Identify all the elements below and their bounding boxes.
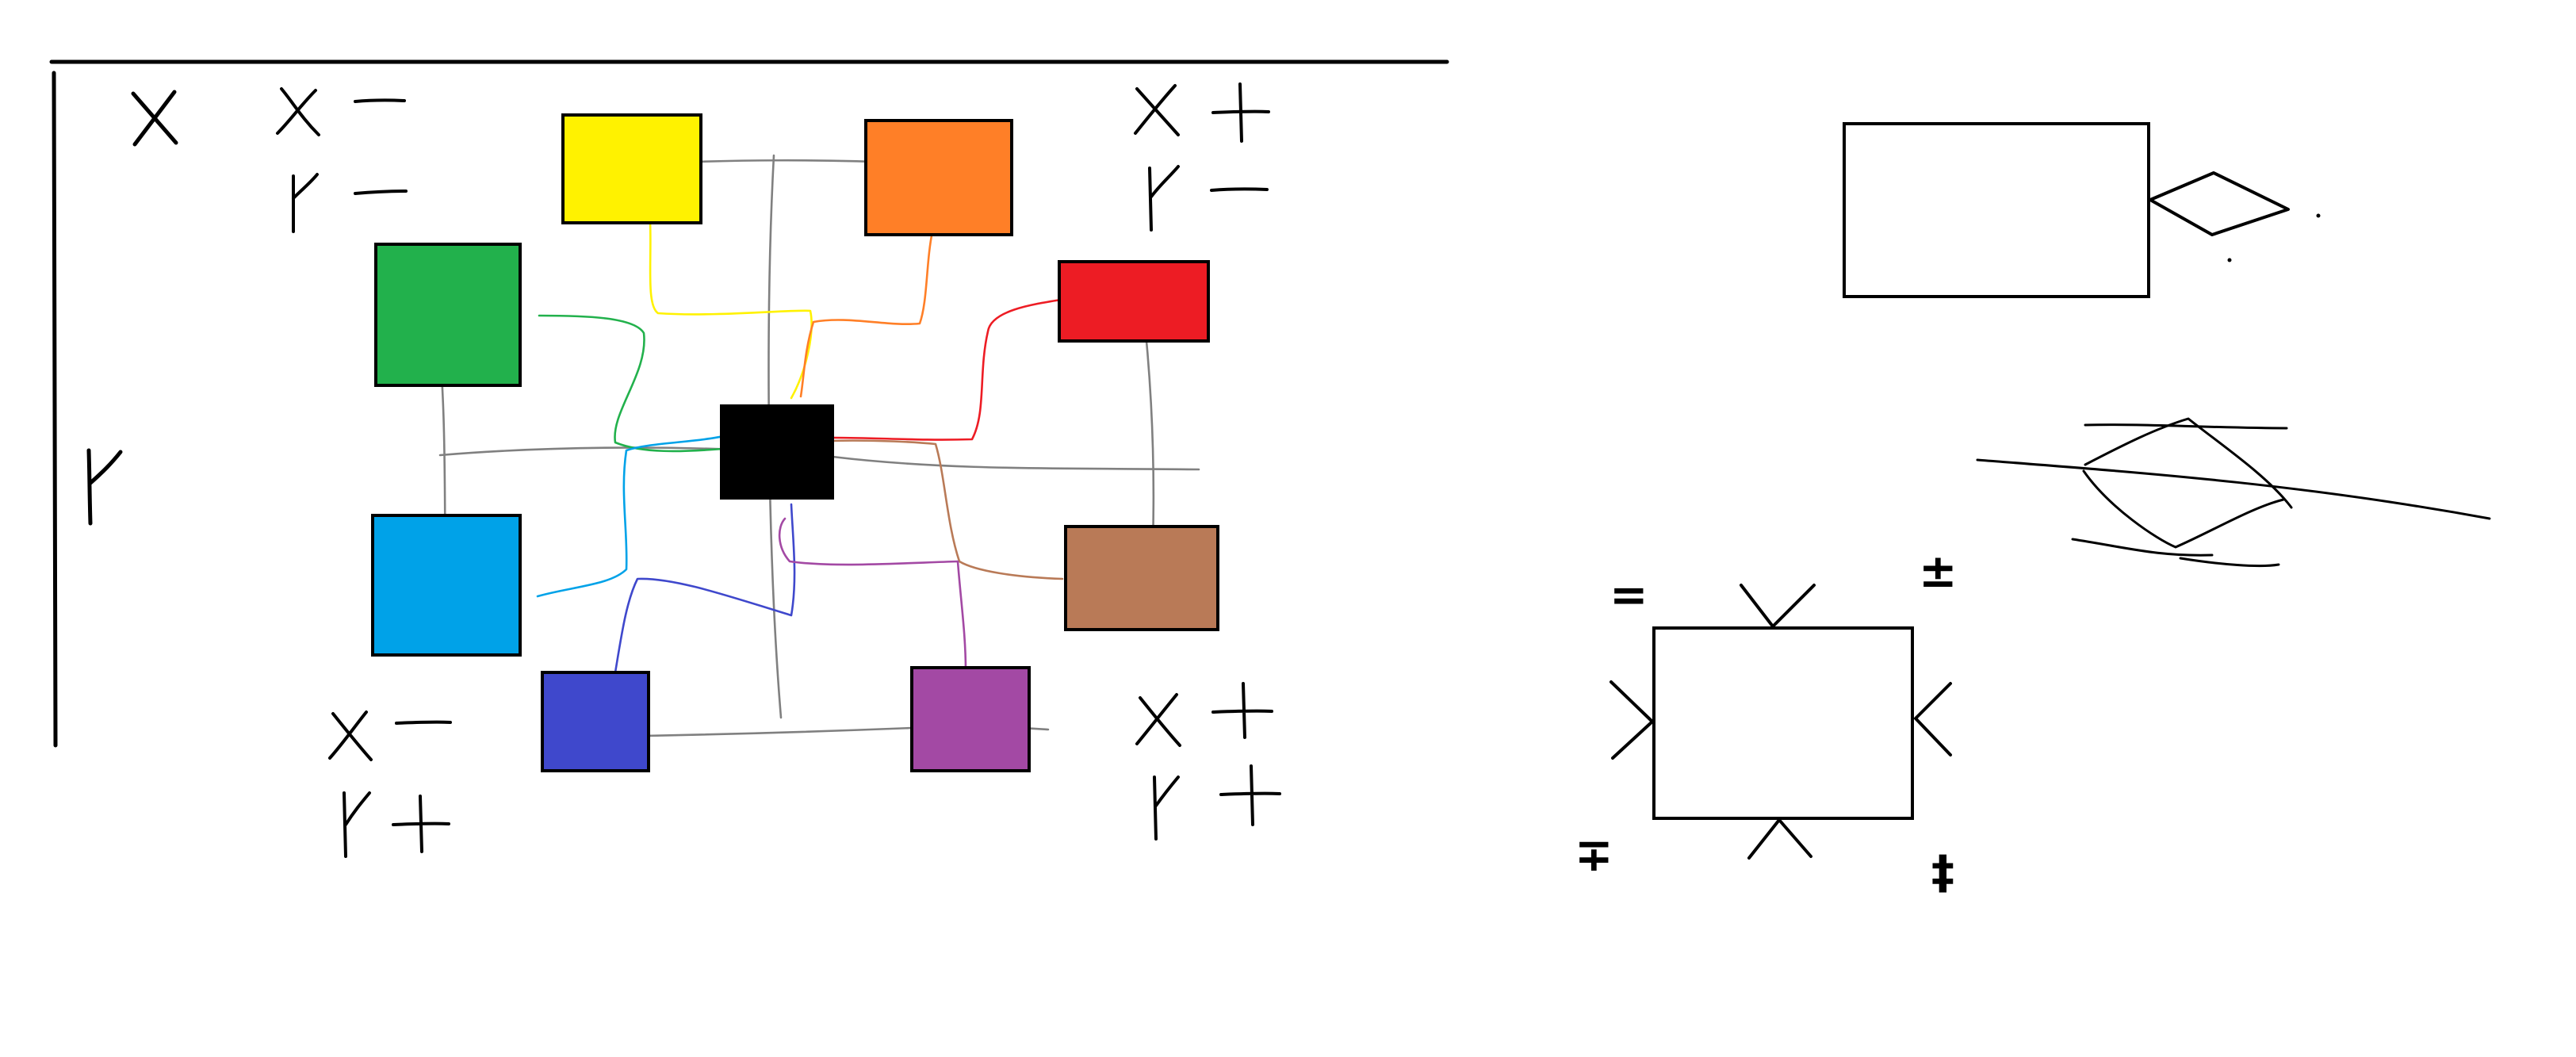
- y-letter: [343, 791, 371, 858]
- top-line: [2084, 423, 2288, 430]
- corner-symbol-bottom-left: ∓: [1575, 828, 1613, 882]
- quadrant-label-bottom-right: [1135, 682, 1281, 841]
- minus-sign: [1210, 187, 1269, 192]
- purple-node: [910, 666, 1031, 772]
- brown-node: [1064, 525, 1219, 631]
- blue-node: [541, 671, 650, 772]
- rectangle-with-diamond-icon: [1843, 122, 2321, 298]
- bottom-arrow: [1747, 818, 1812, 860]
- y-axis-label: [86, 448, 123, 526]
- corner-symbol-top-left: =: [1610, 568, 1648, 622]
- dot: [2227, 258, 2232, 262]
- frame-axes: [49, 59, 1449, 748]
- quadrant-label-top-right: [1134, 82, 1270, 232]
- bottom-line: [2179, 557, 2280, 568]
- plus-sign: [1211, 682, 1273, 739]
- diamond-shape: [2149, 171, 2290, 236]
- dot: [2316, 213, 2321, 218]
- outline-rectangle: [1843, 122, 2150, 298]
- right-arrow: [1914, 682, 1952, 756]
- left-axis-line: [52, 71, 58, 748]
- purple-connection: [778, 517, 967, 672]
- y-letter: [292, 173, 319, 233]
- left-arrow: [1610, 680, 1654, 760]
- green-connection: [538, 314, 725, 453]
- plus-sign: [392, 795, 450, 853]
- cyan-connection: [536, 427, 752, 598]
- y-letter: [1148, 165, 1180, 232]
- cross-stroke: [2084, 417, 2293, 509]
- axis-labels: [86, 90, 178, 526]
- cross-stroke: [2082, 469, 2285, 549]
- orange-connection: [799, 230, 934, 398]
- x-letter: [276, 87, 320, 136]
- outline-rectangle: [1652, 626, 1914, 820]
- minus-sign: [354, 190, 408, 195]
- y-letter: [1153, 776, 1180, 841]
- plus-sign: [1219, 764, 1281, 826]
- plus-sign: [1211, 82, 1270, 143]
- quadrant-label-top-left: [276, 87, 408, 233]
- x-letter: [1134, 84, 1180, 136]
- color-nodes: [371, 113, 1219, 772]
- long-line: [1976, 458, 2491, 520]
- x-letter: [328, 710, 373, 761]
- corner-symbol-top-right: ±: [1919, 544, 1958, 598]
- top-arrow: [1740, 584, 1816, 628]
- minus-sign: [354, 98, 406, 103]
- rectangle-with-arrows-icon: = ± ∓ ‡: [1575, 544, 1958, 899]
- bottom-line: [2071, 538, 2214, 557]
- quadrant-label-bottom-left: [328, 710, 452, 858]
- black-node: [720, 404, 834, 500]
- red-node: [1058, 260, 1210, 343]
- brown-connection: [831, 439, 1064, 580]
- green-node: [374, 243, 522, 387]
- crossing-lines-icon: [1976, 417, 2491, 568]
- corner-symbol-bottom-right: ‡: [1931, 845, 1954, 899]
- minus-sign: [395, 720, 452, 725]
- red-connection: [833, 298, 1062, 441]
- yellow-node: [561, 113, 702, 224]
- x-axis-label: [131, 90, 178, 147]
- yellow-connection: [649, 220, 813, 400]
- x-letter: [1135, 693, 1181, 747]
- cyan-node: [371, 514, 522, 657]
- orange-node: [864, 119, 1013, 236]
- blue-connection: [614, 503, 796, 674]
